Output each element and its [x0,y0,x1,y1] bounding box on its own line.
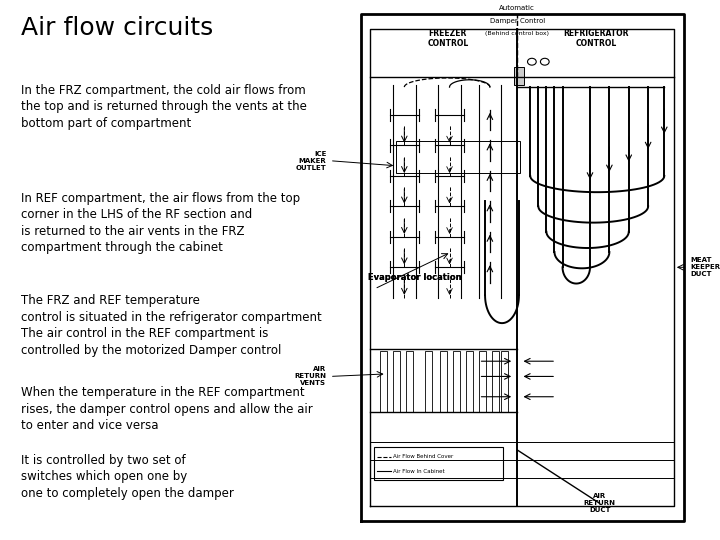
Text: In the FRZ compartment, the cold air flows from
the top and is returned through : In the FRZ compartment, the cold air flo… [21,84,307,130]
Bar [406,351,413,412]
Text: FREEZER
CONTROL: FREEZER CONTROL [427,29,469,48]
Bar [514,67,523,85]
Bar [440,351,447,412]
Text: The FRZ and REF temperature
control is situated in the refrigerator compartment
: The FRZ and REF temperature control is s… [21,294,321,357]
Bar [426,351,433,412]
Bar [492,351,499,412]
Text: Air Flow Behind Cover: Air Flow Behind Cover [393,454,453,459]
Bar [396,141,521,173]
Bar [466,351,473,412]
Text: MEAT
KEEPER
DUCT: MEAT KEEPER DUCT [690,257,720,278]
Bar [380,351,387,412]
Text: Automatic: Automatic [500,5,535,11]
Text: Evaporator location: Evaporator location [368,273,462,282]
Bar [374,448,503,481]
Text: In REF compartment, the air flows from the top
corner in the LHS of the RF secti: In REF compartment, the air flows from t… [21,192,300,254]
Text: AIR
RETURN
VENTS: AIR RETURN VENTS [294,367,326,387]
Text: Air flow circuits: Air flow circuits [21,16,213,40]
Text: REFRIGERATOR
CONTROL: REFRIGERATOR CONTROL [564,29,629,48]
Text: When the temperature in the REF compartment
rises, the damper control opens and : When the temperature in the REF compartm… [21,386,312,432]
Text: (Behind control box): (Behind control box) [485,31,549,36]
Text: It is controlled by two set of
switches which open one by
one to completely open: It is controlled by two set of switches … [21,454,233,500]
Text: Evaporator location: Evaporator location [368,273,462,282]
Text: Damper Control: Damper Control [490,18,545,24]
Text: Air Flow In Cabinet: Air Flow In Cabinet [393,469,444,474]
Text: AIR
RETURN
DUCT: AIR RETURN DUCT [584,494,616,514]
Bar [453,351,460,412]
Text: ICE
MAKER
OUTLET: ICE MAKER OUTLET [296,151,326,171]
Bar [501,351,508,412]
Bar [479,351,486,412]
Bar [393,351,400,412]
